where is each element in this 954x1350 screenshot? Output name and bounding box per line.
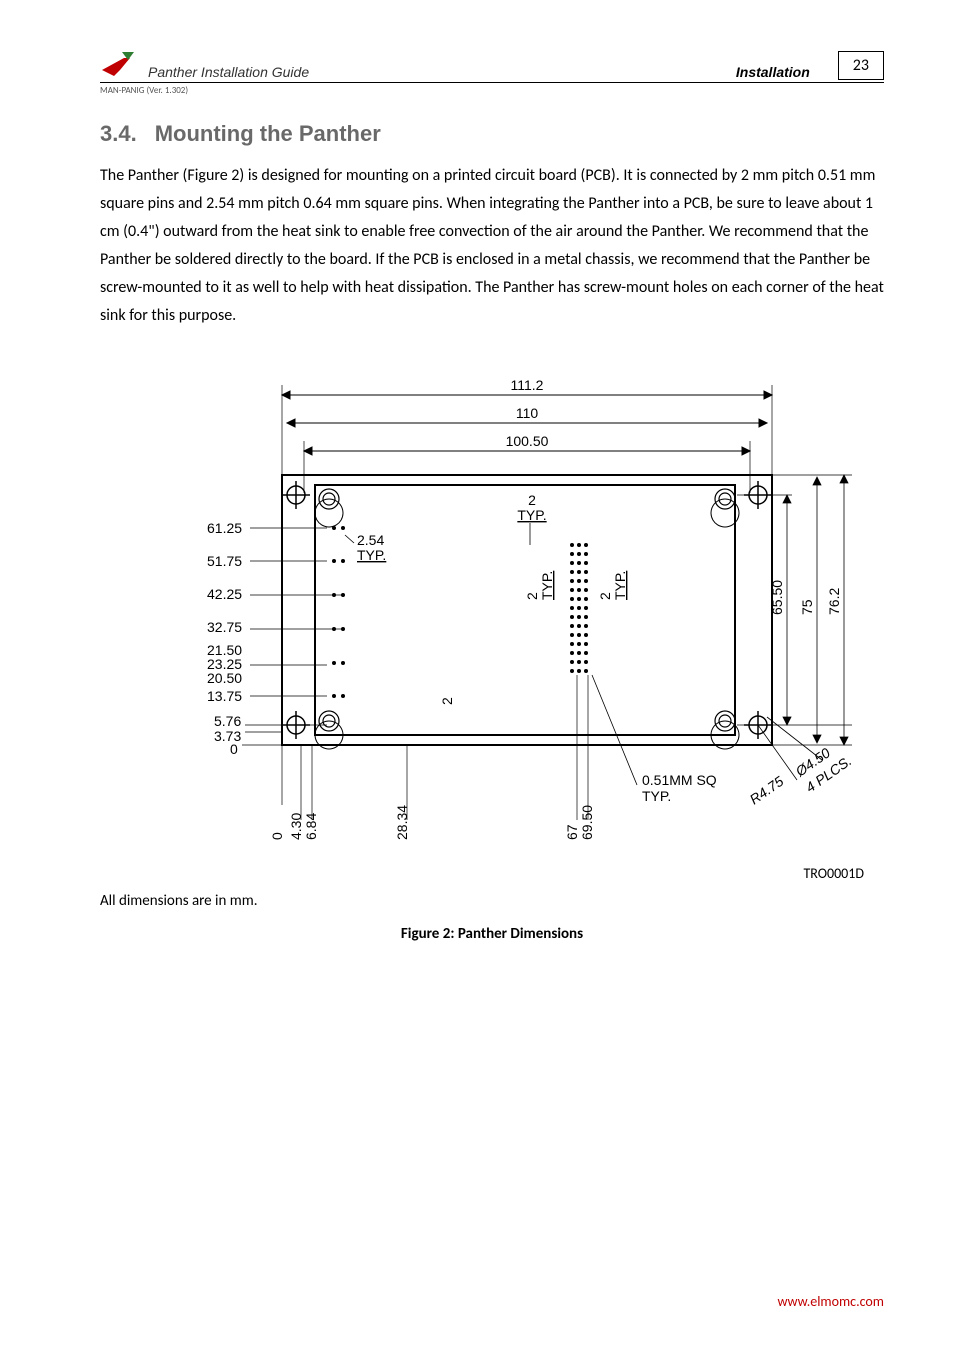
dim-right-2: 76.2 [826,588,842,615]
dim-left-7: 13.75 [207,688,242,704]
section-label: Installation [736,64,810,80]
dim-left-6: 20.50 [207,670,242,686]
dim-bot-4: 67 [564,824,580,840]
page-header: Panther Installation Guide Installation … [100,50,884,83]
page-number: 23 [838,51,884,80]
dim-left-3: 32.75 [207,619,242,635]
section-heading: 3.4. Mounting the Panther [100,121,884,147]
dim-bot-3: 28.34 [394,805,410,840]
dim-bot-5: 69.50 [579,805,595,840]
dim-top-1: 110 [516,405,539,421]
section-title-text: Mounting the Panther [155,121,381,146]
dim-left-2: 42.25 [207,586,242,602]
figure-drawing: 111.2 110 100.50 2 TYP. 61.25 51.75 42.2… [100,345,884,860]
svg-text:2: 2 [528,492,536,508]
svg-text:TYP.: TYP. [357,547,386,563]
svg-text:2: 2 [524,592,540,600]
page: Panther Installation Guide Installation … [0,0,954,1350]
dim-right-1: 75 [799,599,815,615]
dim-left-10: 0 [230,741,238,757]
brand-logo-icon [100,50,140,80]
svg-text:R4.75: R4.75 [747,773,787,808]
svg-text:TYP.: TYP. [612,571,628,600]
dim-left-1: 51.75 [207,553,242,569]
doc-title: Panther Installation Guide [148,64,736,80]
figure-caption: Figure 2: Panther Dimensions [100,925,884,943]
dim-bot-2: 6.84 [303,813,319,840]
callout-two: 2 [439,697,455,705]
dim-bot-0: 0 [269,832,285,840]
dim-top-0: 111.2 [511,377,544,393]
dim-bot-1: 4.30 [288,813,304,840]
svg-text:TYP.: TYP. [539,571,555,600]
section-number: 3.4. [100,121,137,146]
doc-code: MAN-PANIG (Ver. 1.302) [100,85,884,96]
dim-left-0: 61.25 [207,520,242,536]
body-paragraph: The Panther (Figure 2) is designed for m… [100,162,884,330]
dimension-note: All dimensions are in mm. [100,892,884,910]
svg-text:2: 2 [597,592,613,600]
footer-url[interactable]: www.elmomc.com [777,1293,884,1310]
dim-right-0: 65.50 [769,580,785,615]
svg-text:TYP.: TYP. [517,507,546,523]
svg-text:TYP.: TYP. [642,788,671,804]
dim-top-2: 100.50 [506,433,549,449]
dim-left-8: 5.76 [214,713,241,729]
drawing-id: TRO0001D [100,865,864,882]
svg-text:2.54: 2.54 [357,532,384,548]
svg-text:0.51MM SQ: 0.51MM SQ [642,772,717,788]
